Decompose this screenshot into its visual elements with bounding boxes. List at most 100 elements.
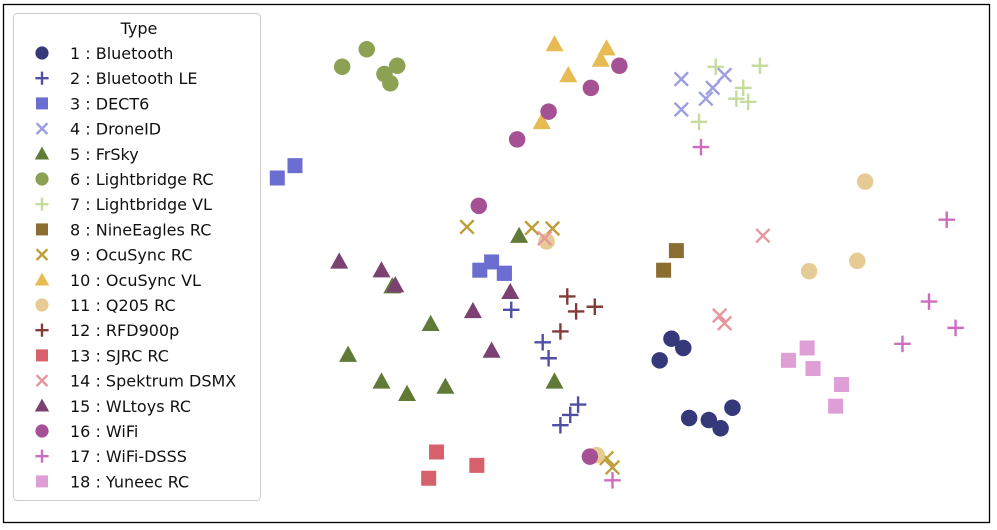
point-series-16-4	[470, 197, 488, 215]
point-series-15-0	[330, 252, 349, 269]
legend-label-16: 16 : WiFi	[70, 422, 138, 441]
legend-label-3: 3 : DECT6	[70, 94, 149, 113]
legend-label-4: 4 : DroneID	[70, 120, 161, 139]
point-series-9-0	[459, 219, 475, 235]
legend-label-17: 17 : WiFi-DSSS	[70, 447, 187, 466]
point-series-14-2	[712, 307, 728, 324]
legend-entries: 1 : Bluetooth 2 : Bluetooth LE 3 : DECT6 4 …	[34, 44, 236, 491]
point-series-3-0	[269, 170, 285, 186]
legend: Type 1 : Bluetooth 2 : Bluetooth LE 3 : DE…	[13, 13, 261, 501]
point-series-17-5	[604, 472, 621, 489]
legend-marker-11	[35, 298, 49, 312]
legend-marker-14	[35, 374, 49, 387]
point-series-11-2	[849, 252, 866, 270]
point-series-18-3	[805, 361, 821, 377]
point-series-4-1	[698, 91, 714, 107]
point-series-11-0	[856, 173, 874, 190]
point-series-10-2	[559, 66, 578, 83]
point-series-2-3	[540, 350, 557, 367]
legend-marker-10	[34, 272, 50, 286]
point-series-5-2	[398, 384, 417, 401]
point-series-9-1	[544, 220, 561, 237]
point-series-7-1	[734, 79, 752, 97]
legend-label-8: 8 : NineEagles RC	[70, 220, 211, 239]
point-series-3-2	[472, 262, 488, 278]
point-series-6-0	[358, 41, 375, 58]
legend-marker-9	[35, 248, 49, 261]
point-series-6-1	[388, 57, 406, 74]
point-series-6-4	[382, 75, 399, 92]
point-series-7-0	[707, 58, 724, 76]
legend-marker-17	[35, 449, 49, 463]
point-series-4-3	[673, 101, 689, 118]
point-series-15-1	[372, 261, 391, 278]
point-series-13-1	[469, 457, 485, 473]
point-series-12-3	[552, 323, 569, 340]
point-series-14-0	[755, 228, 771, 244]
legend-marker-13	[36, 349, 48, 362]
point-series-5-5	[510, 226, 529, 243]
legend-label-14: 14 : Spektrum DSMX	[70, 372, 236, 391]
point-series-13-2	[421, 470, 437, 486]
point-series-17-0	[938, 211, 955, 228]
point-series-5-4	[421, 314, 440, 331]
point-series-12-2	[586, 298, 604, 316]
point-series-18-1	[834, 377, 850, 393]
point-series-17-1	[920, 293, 938, 310]
point-series-11-1	[800, 262, 818, 280]
point-series-16-2	[582, 79, 600, 97]
legend-label-15: 15 : WLtoys RC	[70, 397, 191, 416]
legend-label-7: 7 : Lightbridge VL	[70, 195, 212, 214]
point-series-8-1	[668, 243, 684, 259]
point-series-18-0	[799, 340, 815, 356]
legend-marker-8	[36, 223, 48, 236]
legend-marker-2	[35, 71, 49, 85]
point-series-2-0	[534, 334, 551, 351]
legend-marker-7	[35, 197, 49, 211]
point-series-1-2	[675, 339, 692, 357]
point-series-18-4	[780, 352, 796, 368]
point-series-17-4	[692, 138, 710, 156]
point-series-7-5	[728, 90, 745, 107]
legend-label-12: 12 : RFD900p	[70, 321, 179, 340]
legend-marker-15	[34, 398, 50, 412]
point-series-3-5	[496, 265, 512, 281]
point-series-10-0	[545, 35, 564, 52]
point-series-16-5	[581, 448, 599, 465]
point-series-5-6	[545, 372, 564, 389]
point-series-17-3	[947, 319, 964, 337]
legend-box	[13, 13, 261, 501]
legend-marker-1	[35, 46, 49, 60]
legend-label-11: 11 : Q205 RC	[70, 296, 176, 315]
legend-label-13: 13 : SJRC RC	[70, 346, 169, 365]
point-series-4-0	[673, 71, 689, 87]
legend-marker-3	[36, 97, 48, 110]
point-series-2-2	[502, 301, 520, 319]
point-series-1-1	[663, 330, 680, 347]
point-series-13-0	[429, 444, 445, 460]
point-series-12-0	[559, 288, 576, 305]
point-series-9-2	[524, 220, 540, 236]
point-series-16-1	[540, 103, 557, 120]
legend-marker-4	[35, 122, 49, 135]
legend-marker-12	[35, 323, 49, 337]
point-series-16-3	[611, 57, 628, 74]
point-series-1-3	[700, 411, 718, 429]
legend-label-2: 2 : Bluetooth LE	[70, 69, 198, 88]
point-series-5-3	[436, 377, 455, 394]
point-series-9-3	[604, 459, 621, 476]
point-series-17-2	[894, 335, 911, 353]
point-series-5-1	[372, 372, 391, 389]
point-series-14-3	[537, 230, 553, 246]
point-series-10-1	[597, 39, 616, 56]
point-series-1-0	[651, 352, 668, 369]
point-series-12-1	[567, 303, 585, 320]
legend-label-6: 6 : Lightbridge RC	[70, 170, 214, 189]
legend-marker-6	[35, 172, 49, 186]
point-series-4-2	[716, 67, 733, 83]
point-series-15-3	[501, 282, 520, 300]
point-series-5-0	[339, 345, 358, 362]
point-series-1-5	[712, 420, 729, 437]
legend-marker-18	[36, 475, 48, 488]
